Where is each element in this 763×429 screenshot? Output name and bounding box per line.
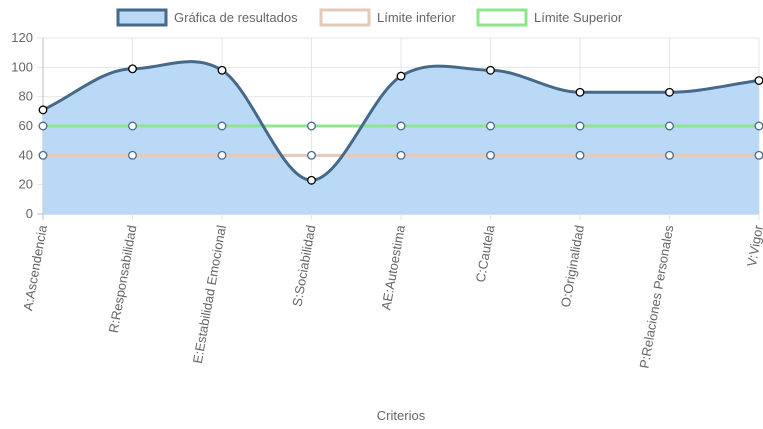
legend-swatch — [116, 8, 168, 27]
data-point[interactable] — [575, 87, 585, 97]
data-point[interactable] — [396, 121, 406, 131]
legend[interactable]: Gráfica de resultados Límite inferior Lími… — [116, 8, 623, 27]
data-point[interactable] — [128, 150, 137, 160]
data-point[interactable] — [486, 150, 495, 160]
data-point[interactable] — [486, 121, 495, 131]
legend-item[interactable]: Gráfica de resultados — [116, 8, 298, 27]
series-area-fill — [43, 61, 759, 214]
data-point[interactable] — [754, 121, 763, 131]
data-point[interactable] — [486, 65, 495, 75]
y-axis: 0 20 40 60 80 100 120 — [11, 30, 33, 221]
data-point[interactable] — [128, 121, 137, 131]
x-tick-label: E:Estabilidad Emocional — [190, 224, 229, 365]
y-tick-label: 60 — [19, 118, 33, 133]
data-point[interactable] — [217, 150, 227, 160]
data-point[interactable] — [307, 150, 316, 160]
data-point[interactable] — [307, 175, 316, 185]
data-point[interactable] — [575, 150, 585, 160]
legend-label: Límite Superior — [534, 10, 623, 25]
data-point[interactable] — [307, 121, 316, 131]
x-tick-label: C:Cautela — [473, 223, 498, 283]
y-tick-label: 120 — [11, 30, 33, 45]
y-tick-label: 80 — [19, 89, 33, 104]
data-point[interactable] — [396, 150, 406, 160]
y-tick-label: 100 — [11, 59, 33, 74]
data-point[interactable] — [665, 121, 674, 131]
data-point[interactable] — [665, 87, 674, 97]
x-tick-label: P:Relaciones Personales — [636, 223, 676, 369]
y-tick-label: 20 — [19, 177, 33, 192]
data-point[interactable] — [38, 121, 48, 131]
legend-swatch — [476, 8, 528, 27]
series-line — [41, 60, 761, 182]
plot-area — [38, 60, 763, 214]
data-point[interactable] — [665, 150, 674, 160]
data-point[interactable] — [217, 121, 227, 131]
data-point[interactable] — [754, 76, 763, 85]
legend-item[interactable]: Límite inferior — [319, 8, 456, 27]
x-tick-label: O:Originalidad — [558, 224, 587, 308]
data-point[interactable] — [575, 121, 585, 131]
y-tick-label: 40 — [19, 147, 33, 162]
legend-label: Límite inferior — [377, 10, 456, 25]
data-point[interactable] — [754, 150, 763, 160]
y-tick-label: 0 — [26, 206, 33, 221]
x-tick-label: A:Ascendencia — [20, 223, 50, 312]
data-point[interactable] — [396, 71, 406, 81]
x-tick-label: R:Responsabilidad — [106, 224, 140, 334]
legend-label: Gráfica de resultados — [174, 10, 298, 25]
x-tick-label: AE:Autoestima — [378, 223, 408, 311]
data-point[interactable] — [217, 65, 227, 75]
legend-swatch — [319, 8, 371, 27]
legend-item[interactable]: Límite Superior — [476, 8, 623, 27]
data-point[interactable] — [38, 105, 48, 115]
data-point[interactable] — [128, 64, 137, 74]
x-axis-title: Criterios — [377, 408, 426, 423]
x-tick-label: S:Sociabilidad — [289, 224, 318, 308]
x-axis: A:Ascendencia R:Responsabilidad E:Estabili… — [20, 223, 763, 369]
x-tick-label: V:Vigor — [744, 223, 763, 268]
data-point[interactable] — [38, 150, 48, 160]
